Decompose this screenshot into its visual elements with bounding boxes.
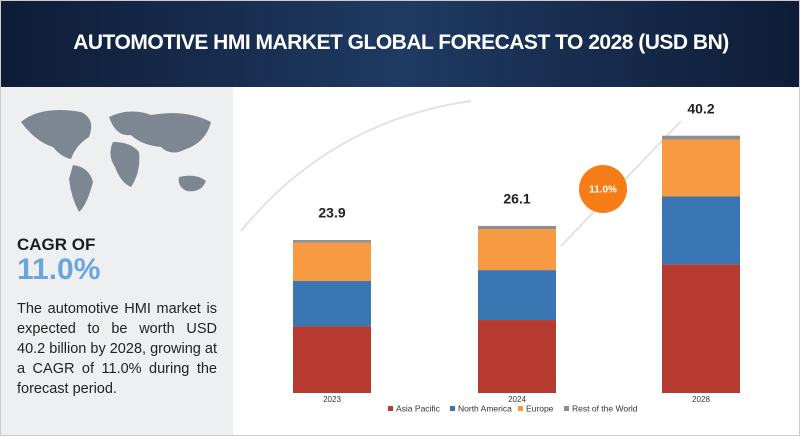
legend-label: Rest of the World <box>572 403 638 413</box>
cagr-value: 11.0% <box>17 253 101 286</box>
legend-swatch <box>450 406 455 411</box>
bar-segment <box>478 320 556 393</box>
bar-segment <box>293 281 371 327</box>
bar-segment <box>478 229 556 271</box>
world-map <box>21 109 211 212</box>
bar-segment <box>293 240 371 243</box>
left-panel: CAGR OF 11.0% The automotive HMI market … <box>1 87 233 435</box>
bar-segment <box>293 242 371 281</box>
legend-label: Asia Pacific <box>396 403 441 413</box>
legend-label: Europe <box>526 403 554 413</box>
description: The automotive HMI market is expected to… <box>17 301 217 397</box>
chart-title: AUTOMOTIVE HMI MARKET GLOBAL FORECAST TO… <box>73 31 729 54</box>
x-tick-label: 2023 <box>323 395 341 404</box>
legend-label: North America <box>458 403 512 413</box>
decor-curve <box>240 100 472 232</box>
total-label: 26.1 <box>503 191 530 207</box>
badge-label: 11.0% <box>589 185 617 196</box>
total-label: 40.2 <box>687 100 714 116</box>
bar-segment <box>478 225 556 230</box>
legend-swatch <box>564 406 569 411</box>
header <box>1 1 799 87</box>
bar-segment <box>293 326 371 393</box>
bar-segment <box>662 135 740 140</box>
bar-segment <box>662 139 740 197</box>
x-tick-label: 2028 <box>692 395 710 404</box>
bar-segment <box>662 196 740 265</box>
bar-segment <box>478 270 556 321</box>
legend-swatch <box>518 406 523 411</box>
legend-swatch <box>388 406 393 411</box>
cagr-label: CAGR OF <box>17 235 96 254</box>
total-label: 23.9 <box>318 205 345 221</box>
x-tick-label: 2024 <box>508 395 526 404</box>
cagr-badge <box>579 165 627 213</box>
bar-segment <box>662 264 740 393</box>
